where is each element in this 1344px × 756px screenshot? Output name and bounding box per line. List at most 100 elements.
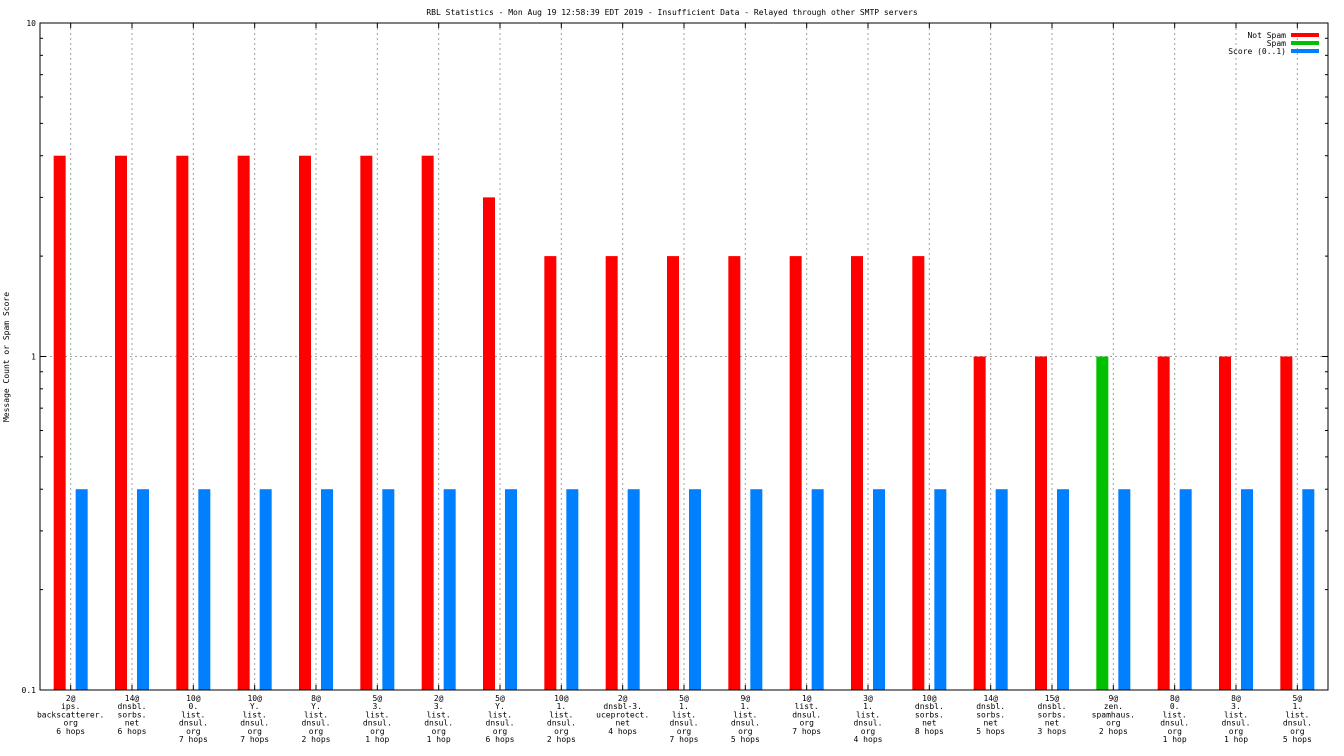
- bar-score: [1057, 489, 1069, 690]
- bar-not-spam: [176, 155, 189, 690]
- x-tick-label: 14@: [125, 694, 140, 703]
- x-tick-label: net: [615, 719, 630, 728]
- x-tick-label: dnsul.: [1160, 719, 1189, 728]
- x-tick-label: sorbs.: [976, 710, 1005, 719]
- legend-swatch: [1291, 41, 1319, 45]
- bar-not-spam: [237, 155, 250, 690]
- bar-score: [75, 489, 88, 690]
- bar-not-spam: [53, 155, 66, 690]
- x-tick-label: list.: [856, 710, 880, 719]
- x-tick-label: 7 hops: [240, 735, 269, 744]
- bar-not-spam: [728, 256, 741, 690]
- y-tick-label: 1: [31, 353, 36, 362]
- x-tick-label: 2@: [434, 694, 444, 703]
- x-tick-label: sorbs.: [915, 710, 944, 719]
- x-tick-label: org: [431, 727, 446, 736]
- bar-not-spam: [1219, 356, 1231, 690]
- x-tick-label: 1 hop: [427, 735, 451, 744]
- x-tick-label: 10@: [186, 694, 201, 703]
- bar-score: [811, 489, 824, 690]
- x-tick-label: 2 hops: [302, 735, 331, 744]
- x-tick-label: 15@: [1045, 694, 1060, 703]
- x-tick-label: 5@: [495, 694, 505, 703]
- x-tick-label: net: [1045, 719, 1060, 728]
- x-tick-label: dnsul.: [670, 719, 699, 728]
- x-tick-label: 8@: [1170, 694, 1180, 703]
- x-tick-label: list.: [243, 710, 267, 719]
- x-tick-label: backscatterer.: [37, 710, 104, 719]
- x-tick-label: org: [63, 719, 78, 728]
- x-tick-label: list.: [1285, 710, 1309, 719]
- x-tick-label: 10@: [922, 694, 937, 703]
- x-tick-label: dnsul.: [424, 719, 453, 728]
- legend-label: Not Spam: [1247, 31, 1286, 40]
- x-tick-label: 9@: [741, 694, 751, 703]
- bar-score: [321, 489, 333, 690]
- x-tick-label: list.: [1224, 710, 1248, 719]
- x-tick-label: 3.: [1231, 702, 1241, 711]
- x-tick-label: dnsul.: [240, 719, 269, 728]
- bar-not-spam: [115, 155, 127, 690]
- x-tick-label: 14@: [983, 694, 998, 703]
- bar-score: [873, 489, 885, 690]
- x-tick-label: dnsbl.: [118, 702, 147, 711]
- x-tick-label: dnsul.: [179, 719, 208, 728]
- x-tick-label: 1.: [679, 702, 689, 711]
- bar-score: [566, 489, 579, 690]
- x-tick-label: list.: [672, 710, 696, 719]
- bar-not-spam: [360, 155, 373, 690]
- bar-not-spam: [973, 356, 986, 690]
- x-tick-label: list.: [549, 710, 573, 719]
- x-tick-label: zen.: [1104, 702, 1123, 711]
- bar-score: [627, 489, 640, 690]
- x-tick-label: 2@: [618, 694, 628, 703]
- bars-layer: [53, 155, 1315, 690]
- x-tick-label: 1 hop: [1224, 735, 1248, 744]
- legend-label: Score (0..1): [1228, 47, 1286, 56]
- x-tick-label: list.: [733, 710, 757, 719]
- x-tick-label: list.: [1163, 710, 1187, 719]
- x-tick-label: org: [799, 719, 814, 728]
- x-tick-label: dnsul.: [1283, 719, 1312, 728]
- x-tick-label: net: [983, 719, 998, 728]
- x-tick-label: dnsbl.: [1038, 702, 1067, 711]
- x-tick-label: 7 hops: [670, 735, 699, 744]
- x-tick-label: 6 hops: [118, 727, 147, 736]
- x-tick-label: org: [1106, 719, 1121, 728]
- x-tick-label: org: [554, 727, 569, 736]
- x-tick-label: 0.: [1170, 702, 1180, 711]
- bar-score: [1241, 489, 1253, 690]
- x-tick-label: 7 hops: [792, 727, 821, 736]
- x-tick-label: 3.: [373, 702, 383, 711]
- x-tick-label: org: [370, 727, 385, 736]
- x-tick-label: dnsul.: [792, 710, 821, 719]
- x-tick-label: 3 hops: [1038, 727, 1067, 736]
- bar-score: [934, 489, 947, 690]
- x-tick-label: org: [309, 727, 324, 736]
- x-tick-label: list.: [427, 710, 451, 719]
- x-tick-label: dnsul.: [547, 719, 576, 728]
- x-tick-label: 2@: [66, 694, 76, 703]
- x-tick-label: 1.: [1293, 702, 1303, 711]
- y-tick-label: 10: [26, 19, 36, 28]
- bar-not-spam: [667, 256, 679, 690]
- bar-not-spam: [851, 256, 863, 690]
- x-tick-label: Y.: [250, 702, 260, 711]
- bar-score: [1179, 489, 1192, 690]
- x-tick-label: 3.: [434, 702, 444, 711]
- x-tick-label: 1 hop: [365, 735, 389, 744]
- x-tick-label: dnsul.: [363, 719, 392, 728]
- x-tick-label: dnsbl.: [976, 702, 1005, 711]
- bar-not-spam: [1280, 356, 1293, 690]
- x-tick-label: spamhaus.: [1092, 710, 1135, 719]
- bar-not-spam: [1035, 356, 1047, 690]
- x-tick-label: 1.: [557, 702, 567, 711]
- bar-not-spam: [421, 155, 434, 690]
- bar-score: [1118, 489, 1131, 690]
- x-tick-label: 10@: [554, 694, 569, 703]
- x-tick-label: 1 hop: [1163, 735, 1187, 744]
- bar-score: [505, 489, 517, 690]
